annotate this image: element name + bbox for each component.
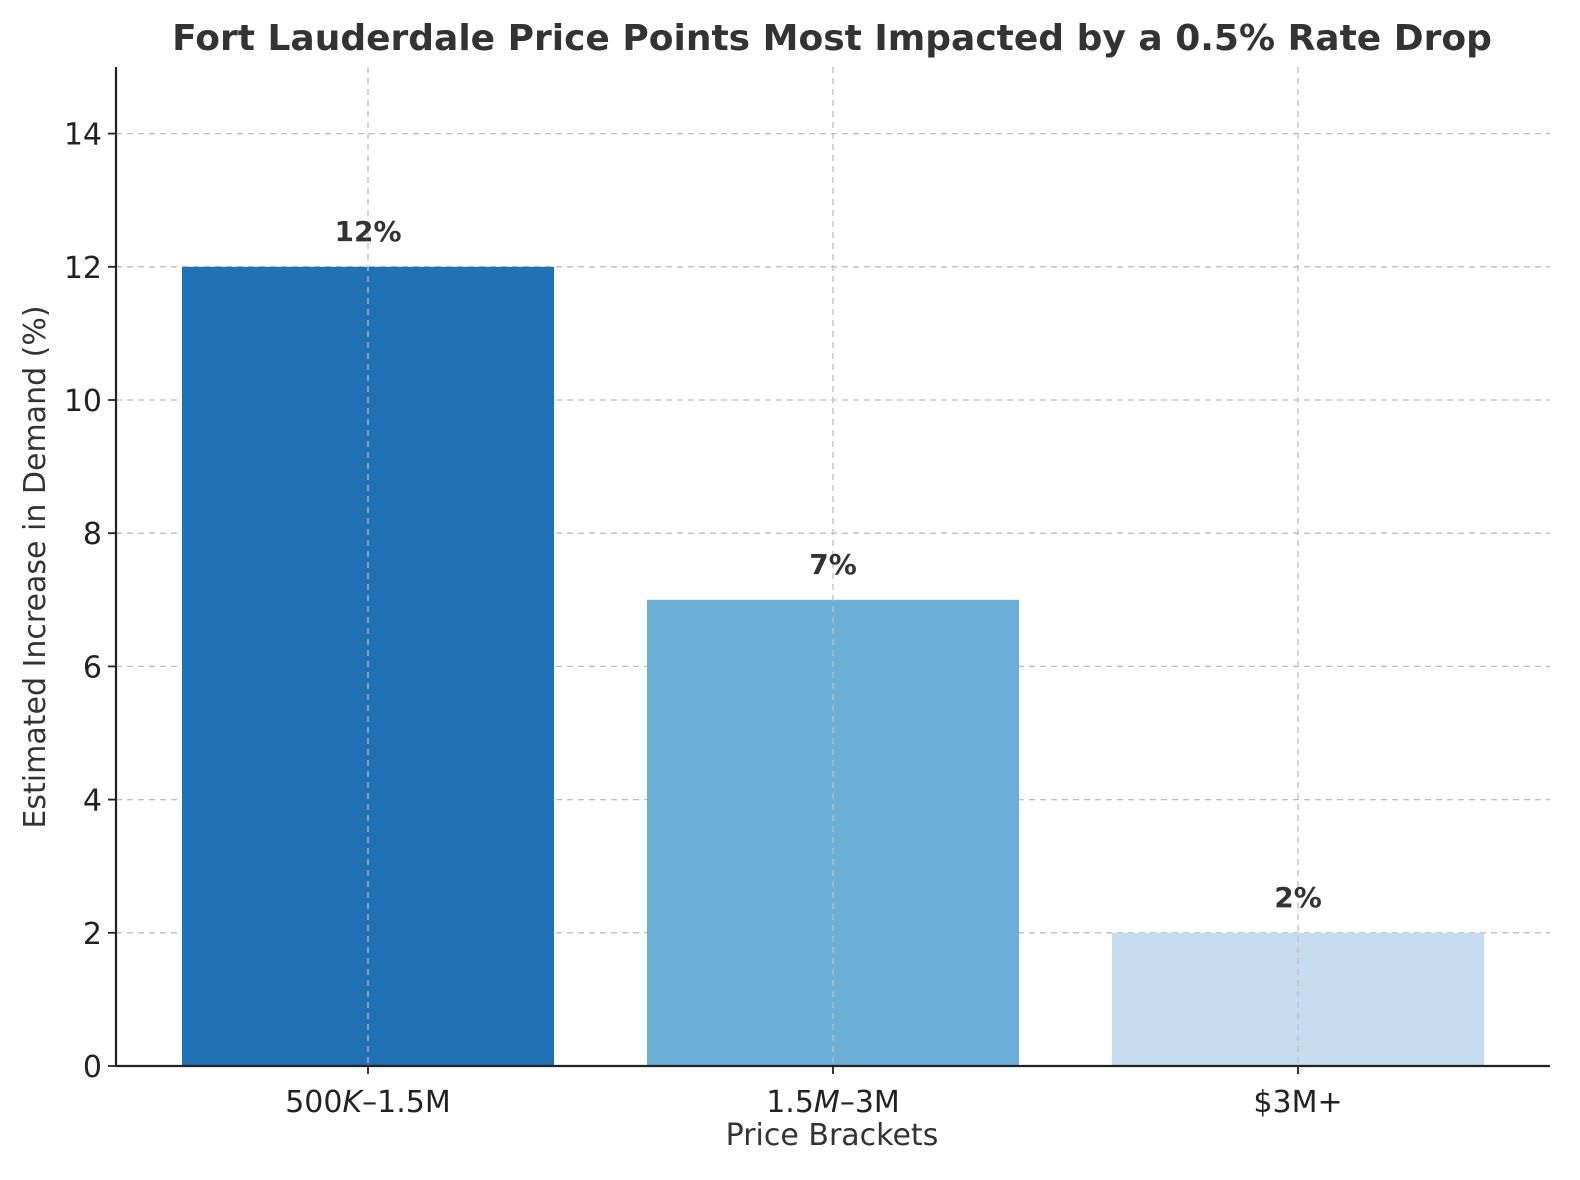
x-axis-label: Price Brackets — [726, 1118, 939, 1153]
bar-value-label: 12% — [334, 215, 401, 248]
y-tick-label: 0 — [83, 1050, 102, 1085]
y-tick-label: 6 — [83, 650, 102, 685]
y-tick-label: 8 — [83, 517, 102, 552]
axes: 0 2 4 6 8 10 12 14 500K–1.5M 1.5M–3M $3M+ — [64, 67, 1550, 1120]
y-axis-label: Estimated Increase in Demand (%) — [18, 305, 53, 828]
x-tick-label: 1.5M–3M — [766, 1085, 900, 1120]
y-tick-label: 4 — [83, 784, 102, 819]
bars — [182, 266, 1484, 1066]
x-tick-label: $3M+ — [1253, 1085, 1342, 1120]
bar — [1112, 932, 1484, 1066]
y-tick-label: 14 — [64, 118, 102, 153]
chart-title: Fort Lauderdale Price Points Most Impact… — [172, 18, 1492, 59]
y-tick-label: 2 — [83, 917, 102, 952]
bar-value-label: 7% — [809, 548, 857, 581]
x-tick-label: 500K–1.5M — [285, 1085, 451, 1120]
y-tick-label: 12 — [64, 251, 102, 286]
bar-value-label: 2% — [1274, 881, 1322, 914]
y-tick-label: 10 — [64, 384, 102, 419]
data-labels: 12% 7% 2% — [334, 215, 1321, 914]
